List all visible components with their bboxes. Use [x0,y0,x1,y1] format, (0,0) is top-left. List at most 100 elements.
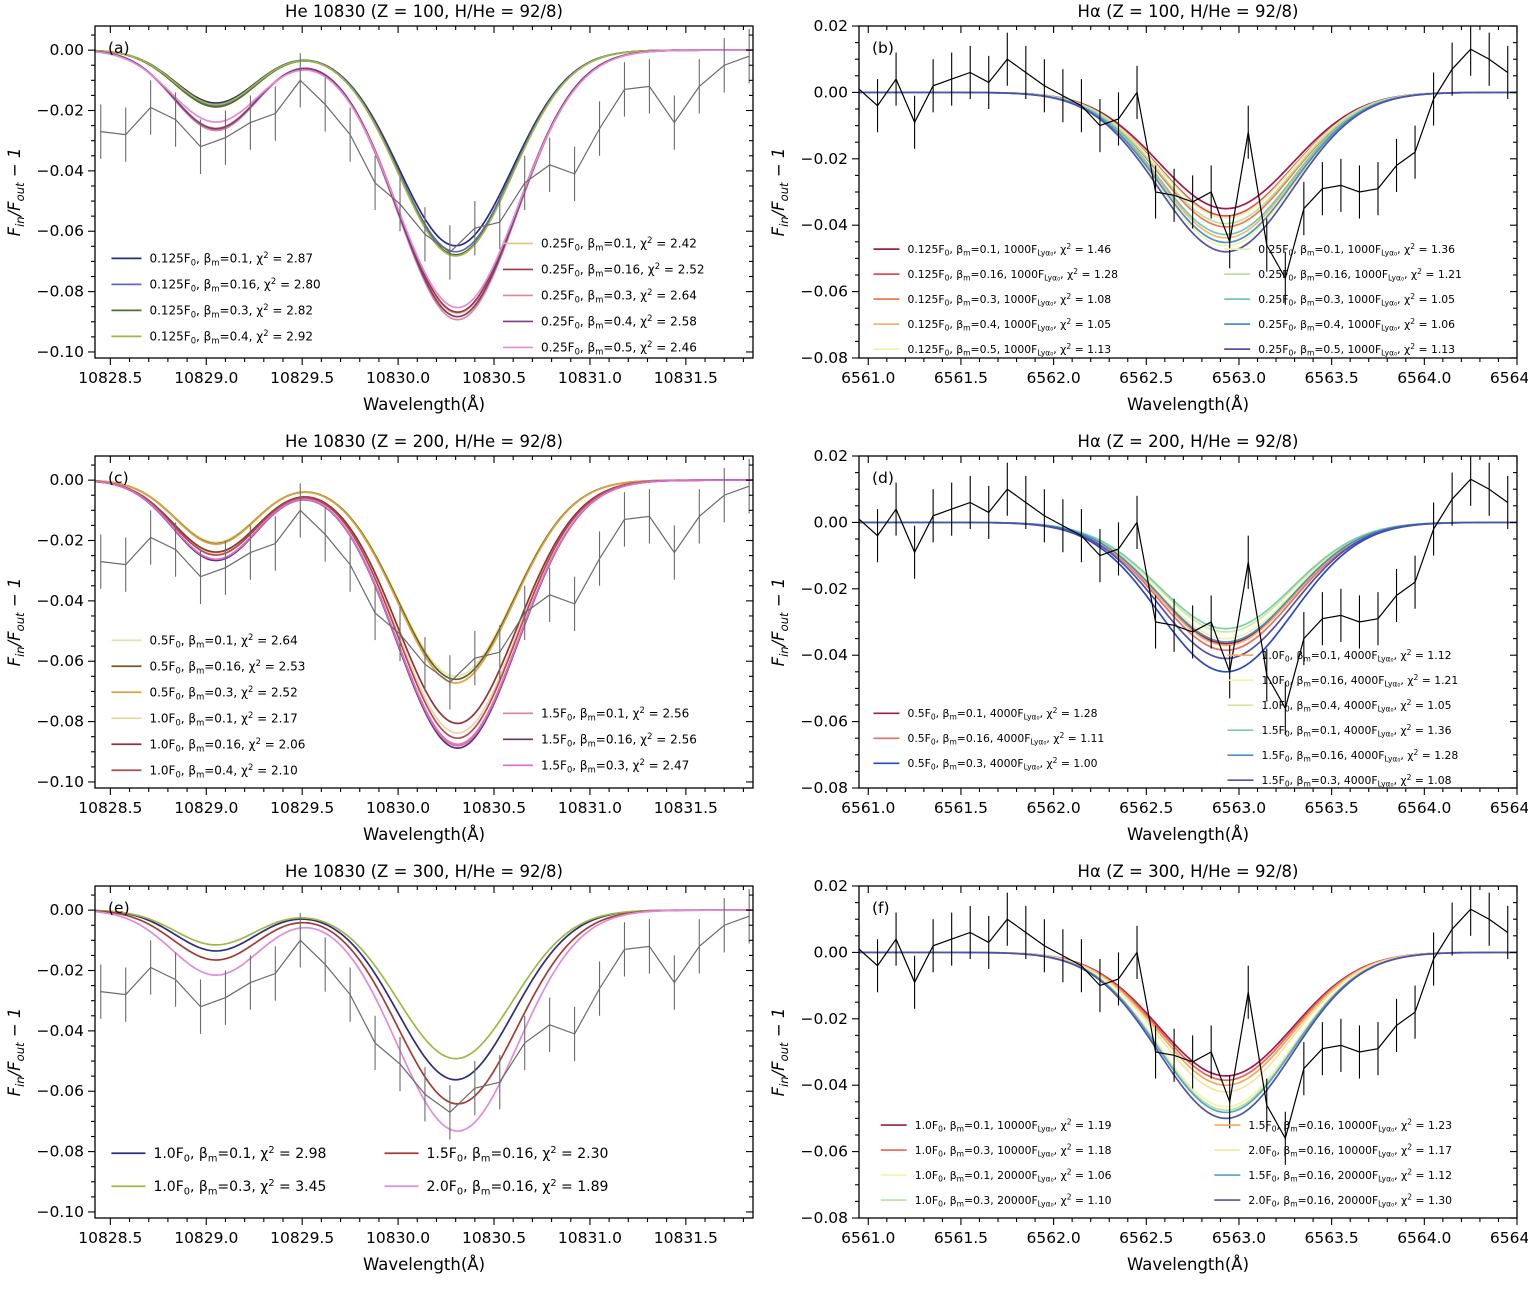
y-tick-label: −0.10 [37,773,85,791]
y-tick-label: −0.02 [801,580,849,598]
x-tick-label: 6563.5 [1305,799,1359,817]
x-tick-label: 6563.5 [1305,369,1359,387]
model-curve-a-3 [95,49,753,257]
x-tick-label: 6562.0 [1026,369,1080,387]
y-tick-label: −0.04 [37,162,85,180]
y-tick-label: −0.08 [801,349,849,367]
observed-line [100,485,750,684]
x-axis-label-d: Wavelength(Å) [1127,825,1249,844]
x-tick-label: 10830.5 [462,369,526,387]
plot-area-b [859,26,1517,305]
y-tick-label: −0.08 [37,283,85,301]
legend-label: 1.0F0, βm=0.3, χ2 = 3.45 [153,1178,326,1198]
y-tick-label: −0.08 [37,713,85,731]
y-tick-label: 0.00 [49,41,84,59]
legend-label: 0.125F0, βm=0.3, 1000FLyα₀, χ2 = 1.08 [907,292,1111,308]
plot-area-d [859,456,1517,735]
legend-label: 1.5F0, βm=0.16, χ2 = 2.56 [541,731,697,748]
legend-label: 2.0F0, βm=0.16, 10000FLyα₀, χ2 = 1.17 [1248,1143,1452,1159]
observed-line [859,48,1509,280]
legend-label: 2.0F0, βm=0.16, 20000FLyα₀, χ2 = 1.30 [1248,1193,1452,1209]
legend-label: 2.0F0, βm=0.16, χ2 = 1.89 [427,1178,609,1198]
y-tick-label: −0.04 [37,592,85,610]
panel-letter-c: (c) [108,469,129,487]
x-tick-label: 6562.0 [1026,1229,1080,1247]
legend-label: 0.5F0, βm=0.3, χ2 = 2.52 [149,684,297,701]
x-tick-label: 6561.0 [841,1229,895,1247]
y-tick-label: −0.06 [37,1082,85,1100]
x-tick-label: 10829.5 [270,369,334,387]
y-axis-label-a: Fin/Fout − 1 [5,148,27,237]
x-tick-label: 10830.5 [462,799,526,817]
legend-label: 0.125F0, βm=0.4, 1000FLyα₀, χ2 = 1.05 [907,317,1111,333]
x-tick-label: 6561.5 [934,369,988,387]
x-tick-label: 10831.0 [558,369,622,387]
legend-label: 0.25F0, βm=0.1, 1000FLyα₀, χ2 = 1.36 [1258,242,1455,258]
y-tick-label: −0.02 [37,962,85,980]
ticks-e [88,886,753,1225]
x-tick-label: 10831.0 [558,1229,622,1247]
x-tick-label: 6561.0 [841,799,895,817]
y-axis-label-f: Fin/Fout − 1 [769,1008,791,1097]
legend-b-1: 0.125F0, βm=0.1, 1000FLyα₀, χ2 = 1.46 0.1… [873,242,1118,358]
legend-label: 1.0F0, βm=0.4, 4000FLyα₀, χ2 = 1.05 [1261,698,1451,714]
y-tick-label: 0.00 [813,513,848,531]
y-tick-label: 0.02 [813,877,848,895]
y-axis-label-e: Fin/Fout − 1 [5,1008,27,1097]
panel-e-chart: 10828.5 10829.0 10829.5 10830.0 10830.5 10831… [0,860,764,1290]
x-tick-label: 10831.0 [558,799,622,817]
x-tick-label: 6561.0 [841,369,895,387]
y-tick-label: −0.10 [37,1203,85,1221]
legend-a-2: 0.25F0, βm=0.1, χ2 = 2.42 0.25F0, βm=0.16… [502,235,705,357]
x-tick-label: 10829.5 [270,799,334,817]
x-tick-label: 6563.0 [1212,369,1266,387]
y-tick-label: −0.04 [801,1076,849,1094]
y-tick-label: −0.06 [801,713,849,731]
plot-area-f [859,886,1517,1165]
plot-area-a [95,29,753,321]
ticks-d [852,455,1518,795]
panel-f-chart: 6561.0 6561.5 6562.0 6562.5 6563.0 6563.5 6564… [764,860,1528,1290]
axes-box [94,25,754,359]
x-tick-label: 6564.5 [1490,1229,1528,1247]
legend-label: 0.125F0, βm=0.5, 1000FLyα₀, χ2 = 1.13 [907,342,1111,358]
legend-label: 0.25F0, βm=0.5, χ2 = 2.46 [541,339,697,356]
model-curve-a-8 [95,49,753,309]
observed-spectrum-c [100,459,750,710]
x-tick-label: 10830.5 [462,1229,526,1247]
legend-label: 0.125F0, βm=0.3, χ2 = 2.82 [149,302,313,319]
legend-label: 1.0F0, βm=0.1, 10000FLyα₀, χ2 = 1.19 [915,1118,1112,1134]
legend-f-1: 1.0F0, βm=0.1, 10000FLyα₀, χ2 = 1.19 1.0F… [880,1118,1112,1208]
panel-title-a: He 10830 (Z = 100, H/He = 92/8) [285,2,563,21]
x-tick-label: 10828.5 [78,799,142,817]
panel-title-d: Hα (Z = 200, H/He = 92/8) [1078,432,1299,451]
panel-a-chart: 10828.5 10829.0 10829.5 10830.0 10830.5 10831… [0,0,764,430]
x-tick-label: 10829.0 [174,799,238,817]
legend-label: 1.0F0, βm=0.16, 4000FLyα₀, χ2 = 1.21 [1261,673,1458,689]
y-tick-label: −0.08 [801,779,849,797]
observed-line [859,908,1509,1140]
x-axis-label-a: Wavelength(Å) [363,395,485,414]
x-tick-label: 6563.0 [1212,1229,1266,1247]
y-tick-label: −0.06 [37,652,85,670]
legend-a-1: 0.125F0, βm=0.1, χ2 = 2.87 0.125F0, βm=0.… [111,250,321,345]
legend-label: 1.5F0, βm=0.1, 4000FLyα₀, χ2 = 1.36 [1261,723,1451,739]
y-tick-label: −0.02 [37,532,85,550]
legend-label: 1.5F0, βm=0.16, 20000FLyα₀, χ2 = 1.12 [1248,1168,1452,1184]
legend-label: 0.125F0, βm=0.4, χ2 = 2.92 [149,328,313,345]
y-tick-label: −0.06 [801,283,849,301]
x-tick-label: 6562.5 [1119,369,1173,387]
panel-d-chart: 6561.0 6561.5 6562.0 6562.5 6563.0 6563.5 6564… [764,430,1528,860]
model-curve-c-8 [95,479,753,747]
observed-spectrum-d [859,456,1509,735]
legend-label: 0.25F0, βm=0.16, χ2 = 2.52 [541,261,705,278]
legend-label: 0.125F0, βm=0.1, 1000FLyα₀, χ2 = 1.46 [907,242,1111,258]
legend-label: 0.5F0, βm=0.3, 4000FLyα₀, χ2 = 1.00 [907,756,1097,772]
legend-label: 0.5F0, βm=0.1, χ2 = 2.64 [149,632,297,649]
x-tick-label: 10829.0 [174,369,238,387]
legend-e-2: 1.5F0, βm=0.16, χ2 = 2.30 2.0F0, βm=0.16,… [384,1145,609,1198]
y-tick-label: 0.00 [49,471,84,489]
legend-d-1: 0.5F0, βm=0.1, 4000FLyα₀, χ2 = 1.28 0.5F0… [873,706,1104,772]
panel-title-c: He 10830 (Z = 200, H/He = 92/8) [285,432,563,451]
x-tick-label: 6564.0 [1397,1229,1451,1247]
